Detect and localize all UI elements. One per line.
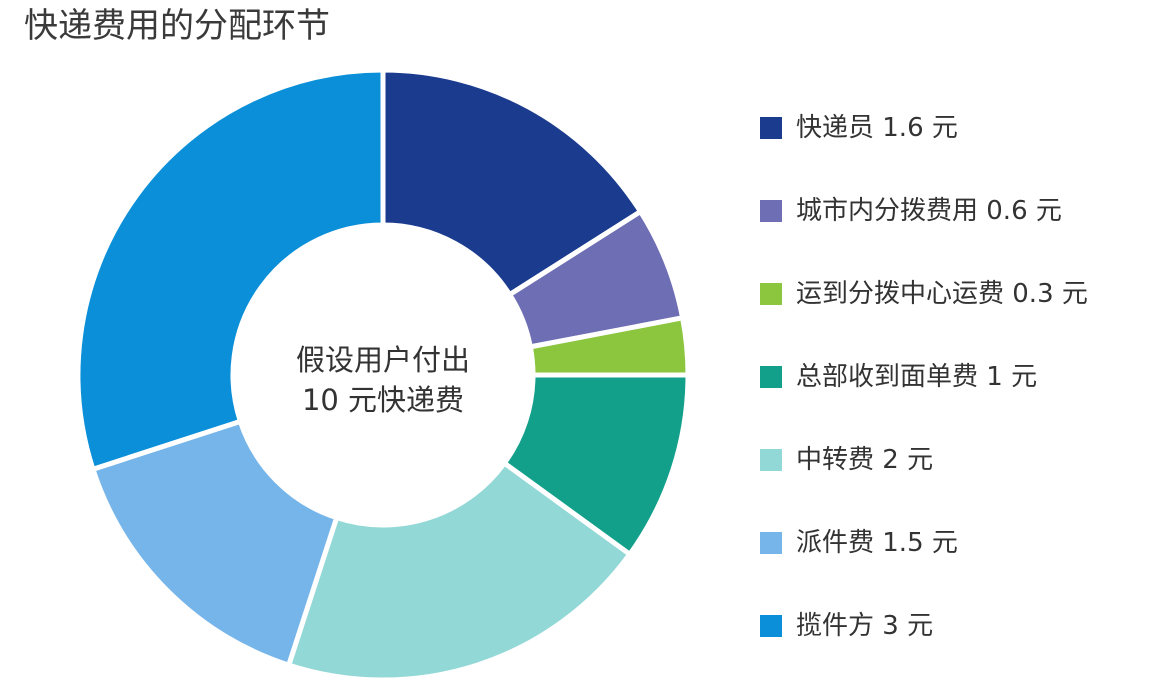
legend-swatch-transit-fee xyxy=(760,449,782,471)
legend-label-waybill-fee: 总部收到面单费 1 元 xyxy=(796,362,1038,392)
legend-label-courier: 快递员 1.6 元 xyxy=(796,113,958,143)
legend-item-pickup: 揽件方 3 元 xyxy=(760,606,933,646)
legend-label-transit-fee: 中转费 2 元 xyxy=(796,445,934,475)
legend-item-waybill-fee: 总部收到面单费 1 元 xyxy=(760,357,1037,397)
chart-title: 快递费用的分配环节 xyxy=(24,6,330,46)
slice-pickup xyxy=(75,67,386,473)
legend-label-pickup: 揽件方 3 元 xyxy=(796,611,934,641)
legend-swatch-city-sorting xyxy=(760,200,782,222)
donut-slices xyxy=(75,67,691,683)
legend-label-delivery-fee: 派件费 1.5 元 xyxy=(796,528,958,558)
center-label-line-2: 10 元快递费 xyxy=(301,383,465,417)
center-label-line-1: 假设用户付出 xyxy=(295,343,470,377)
legend-item-courier: 快递员 1.6 元 xyxy=(760,108,958,148)
legend-item-transit-fee: 中转费 2 元 xyxy=(760,440,933,480)
legend-item-delivery-fee: 派件费 1.5 元 xyxy=(760,523,958,563)
legend-swatch-transport-to-center xyxy=(760,283,782,305)
legend-label-city-sorting: 城市内分拨费用 0.6 元 xyxy=(796,196,1062,226)
legend-item-city-sorting: 城市内分拨费用 0.6 元 xyxy=(760,191,1062,231)
legend-swatch-courier xyxy=(760,117,782,139)
slice-delivery-fee xyxy=(89,418,340,669)
legend-swatch-pickup xyxy=(760,615,782,637)
legend-swatch-waybill-fee xyxy=(760,366,782,388)
center-label: 假设用户付出 10 元快递费 xyxy=(233,340,533,420)
legend-swatch-delivery-fee xyxy=(760,532,782,554)
slice-transit-fee xyxy=(285,459,634,683)
legend-item-transport-to-center: 运到分拨中心运费 0.3 元 xyxy=(760,274,1088,314)
slice-courier xyxy=(380,67,644,299)
legend-label-transport-to-center: 运到分拨中心运费 0.3 元 xyxy=(796,279,1088,309)
